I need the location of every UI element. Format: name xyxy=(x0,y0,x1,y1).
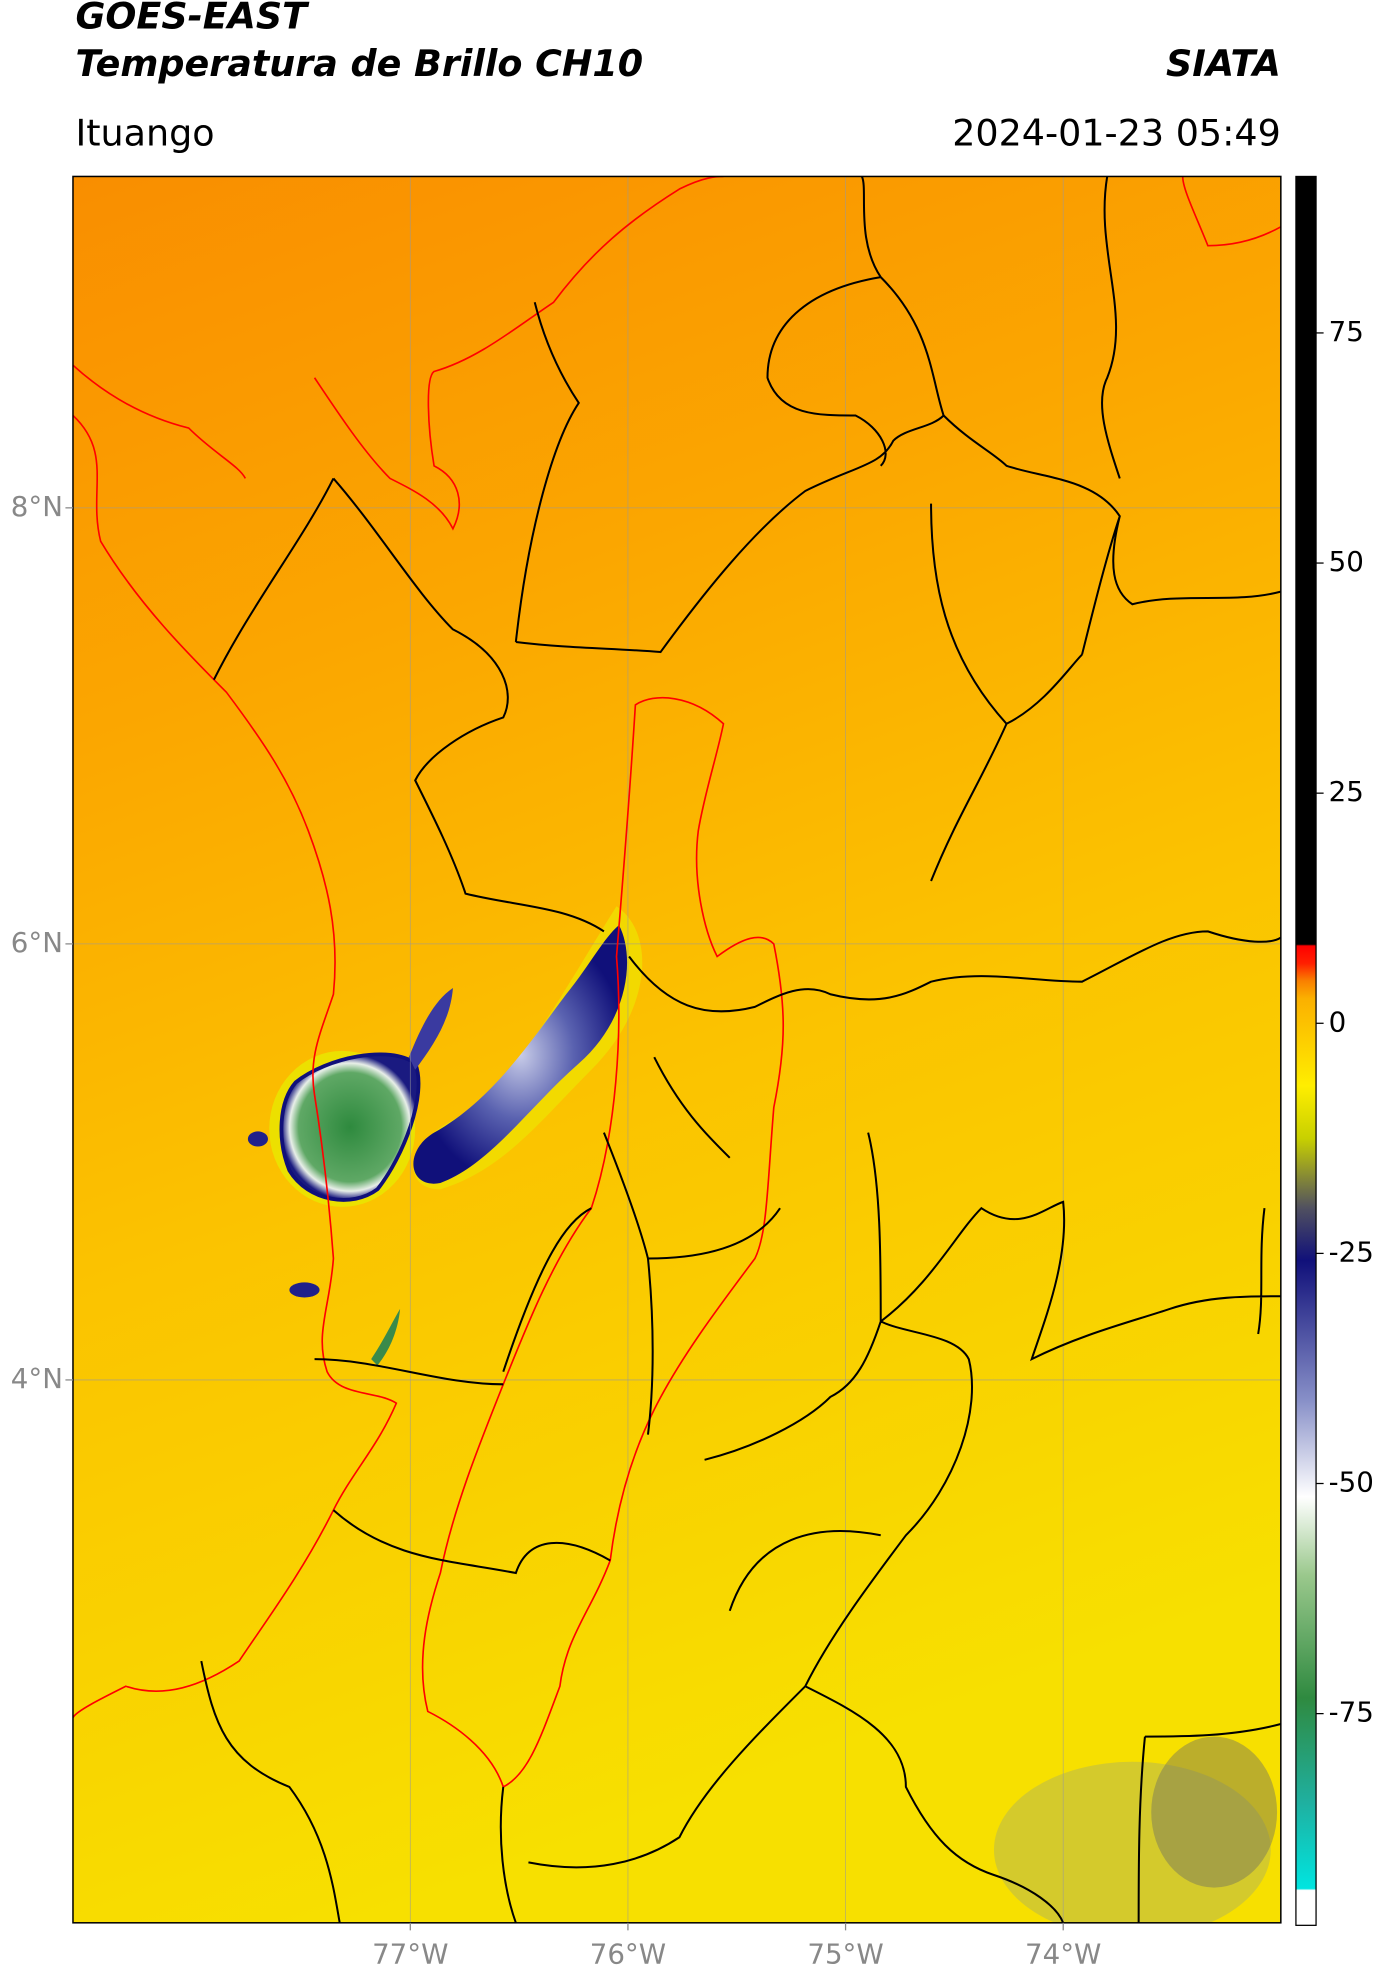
colorbar-tick-label: 50 xyxy=(1329,545,1364,578)
coastline xyxy=(72,176,1281,1719)
cloud xyxy=(247,1131,268,1147)
cloud xyxy=(413,925,628,1184)
subtitle: Temperatura de Brillo CH10 xyxy=(75,42,643,85)
x-tick-label: 76°W xyxy=(590,1938,666,1971)
cloud xyxy=(371,1308,401,1366)
map-frame xyxy=(72,175,1282,1924)
cloud xyxy=(279,1052,421,1202)
map xyxy=(72,176,1281,1923)
title: GOES-EAST xyxy=(75,0,310,37)
axes: 77°W 76°W 75°W 74°W 4°N 6°N 8°N -75 -50 -25 0 25 50 7… xyxy=(11,315,1374,1971)
colorbar-tick-label: 75 xyxy=(1329,315,1364,348)
colorbar-tick-label: 0 xyxy=(1329,1005,1347,1038)
colorbar-tick-label: -50 xyxy=(1329,1466,1374,1499)
y-tick-label: 6°N xyxy=(11,926,63,959)
colorbar-tick-label: -75 xyxy=(1329,1696,1374,1729)
map-background xyxy=(72,176,1281,1923)
location: Ituango xyxy=(75,111,214,154)
colorbar xyxy=(1295,175,1317,1926)
cloud xyxy=(1151,1736,1278,1888)
department-border xyxy=(200,176,1281,1923)
x-tick-label: 75°W xyxy=(807,1938,883,1971)
cloud xyxy=(289,1282,320,1298)
boundary xyxy=(421,696,784,1789)
colorbar-tick-label: 25 xyxy=(1329,775,1364,808)
x-tick-label: 77°W xyxy=(372,1938,448,1971)
y-tick-label: 8°N xyxy=(11,490,63,523)
y-tick-label: 4°N xyxy=(11,1362,63,1395)
colorbar-tick-label: -25 xyxy=(1329,1235,1374,1268)
timestamp: 2024-01-23 05:49 xyxy=(952,111,1281,154)
x-tick-label: 74°W xyxy=(1025,1938,1101,1971)
source: SIATA xyxy=(1166,42,1281,85)
grid xyxy=(72,176,1281,1923)
cloud xyxy=(408,987,453,1070)
